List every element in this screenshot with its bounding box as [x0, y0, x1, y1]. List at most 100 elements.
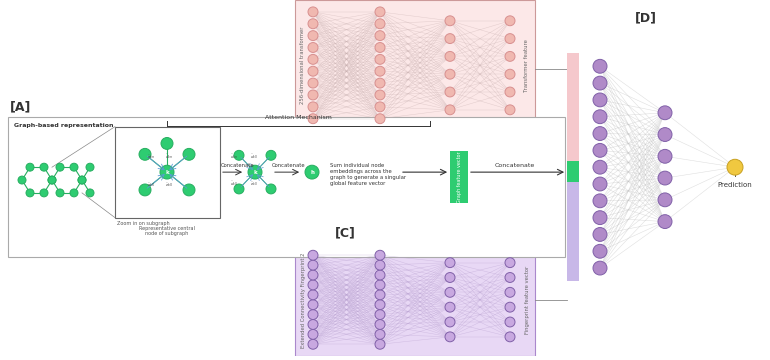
Circle shape	[78, 176, 86, 184]
Circle shape	[308, 310, 318, 320]
Circle shape	[375, 280, 385, 290]
Circle shape	[308, 78, 318, 88]
Circle shape	[183, 148, 195, 160]
Circle shape	[445, 33, 455, 44]
Circle shape	[505, 105, 515, 115]
Circle shape	[375, 290, 385, 300]
Bar	[115, 127, 220, 218]
Circle shape	[445, 51, 455, 61]
Circle shape	[505, 51, 515, 61]
Circle shape	[445, 273, 455, 283]
Circle shape	[183, 184, 195, 196]
Circle shape	[375, 339, 385, 349]
Text: [D]: [D]	[635, 12, 657, 25]
Circle shape	[56, 189, 64, 197]
Text: Graph-based representation: Graph-based representation	[14, 123, 113, 128]
Circle shape	[658, 149, 672, 163]
Circle shape	[727, 159, 743, 175]
Text: Representative central
node of subgraph: Representative central node of subgraph	[139, 226, 195, 237]
Text: Concatenate: Concatenate	[495, 163, 535, 168]
Circle shape	[593, 160, 607, 174]
Circle shape	[505, 33, 515, 44]
Circle shape	[308, 300, 318, 310]
Circle shape	[375, 260, 385, 270]
Circle shape	[593, 194, 607, 208]
Text: Attention Mechanism: Attention Mechanism	[265, 115, 332, 120]
Circle shape	[56, 163, 64, 171]
Circle shape	[160, 165, 174, 179]
Circle shape	[658, 106, 672, 120]
Circle shape	[308, 42, 318, 53]
Bar	[567, 53, 579, 162]
Circle shape	[505, 258, 515, 267]
Circle shape	[375, 300, 385, 310]
Circle shape	[308, 7, 318, 17]
Circle shape	[505, 16, 515, 26]
Circle shape	[593, 211, 607, 225]
Text: Extended Connectivity Fingerprint 2: Extended Connectivity Fingerprint 2	[300, 252, 306, 347]
Circle shape	[308, 31, 318, 41]
Circle shape	[305, 165, 319, 179]
Circle shape	[26, 163, 34, 171]
Circle shape	[593, 143, 607, 157]
Circle shape	[445, 105, 455, 115]
Circle shape	[70, 163, 78, 171]
Circle shape	[593, 261, 607, 275]
Circle shape	[593, 93, 607, 107]
Circle shape	[445, 258, 455, 267]
Circle shape	[40, 189, 48, 197]
Circle shape	[18, 176, 26, 184]
Circle shape	[48, 176, 56, 184]
Circle shape	[658, 171, 672, 185]
Circle shape	[308, 260, 318, 270]
Circle shape	[375, 90, 385, 100]
Circle shape	[308, 66, 318, 76]
Circle shape	[308, 270, 318, 280]
Bar	[567, 182, 579, 281]
Circle shape	[505, 273, 515, 283]
Circle shape	[593, 110, 607, 123]
Text: Sum individual node
embeddings across the
graph to generate a singular
global fe: Sum individual node embeddings across th…	[330, 163, 406, 186]
Text: $\hat{d}_{kn}$: $\hat{d}_{kn}$	[230, 152, 238, 161]
Circle shape	[308, 54, 318, 64]
Circle shape	[308, 250, 318, 260]
Circle shape	[86, 189, 94, 197]
Circle shape	[445, 302, 455, 312]
Circle shape	[266, 150, 276, 160]
Text: h: h	[310, 170, 314, 175]
Text: [A]: [A]	[10, 101, 32, 114]
Circle shape	[445, 87, 455, 97]
Circle shape	[375, 78, 385, 88]
Circle shape	[308, 290, 318, 300]
Circle shape	[445, 317, 455, 327]
Circle shape	[375, 270, 385, 280]
Circle shape	[593, 59, 607, 73]
Text: Graph feature vector: Graph feature vector	[457, 151, 461, 203]
Circle shape	[234, 150, 244, 160]
Circle shape	[445, 16, 455, 26]
Circle shape	[375, 19, 385, 29]
Circle shape	[505, 302, 515, 312]
Circle shape	[308, 19, 318, 29]
Circle shape	[78, 176, 86, 184]
Bar	[450, 151, 468, 203]
Circle shape	[375, 320, 385, 329]
Circle shape	[375, 54, 385, 64]
Circle shape	[308, 329, 318, 339]
Circle shape	[375, 42, 385, 53]
Circle shape	[375, 310, 385, 320]
Circle shape	[308, 102, 318, 112]
Bar	[567, 161, 579, 183]
Circle shape	[234, 184, 244, 194]
Text: $\hat{d}_{k0}$: $\hat{d}_{k0}$	[250, 152, 258, 161]
Circle shape	[308, 280, 318, 290]
Text: Concatenate: Concatenate	[272, 163, 306, 168]
Text: $\hat{a}_{kn}$: $\hat{a}_{kn}$	[147, 153, 156, 161]
Text: $\hat{d}_{kn}$: $\hat{d}_{kn}$	[165, 152, 173, 161]
Circle shape	[26, 189, 34, 197]
Circle shape	[593, 228, 607, 242]
Text: $\hat{e}_{k0}$: $\hat{e}_{k0}$	[250, 180, 258, 188]
Circle shape	[139, 184, 151, 196]
Circle shape	[593, 76, 607, 90]
Circle shape	[445, 332, 455, 342]
